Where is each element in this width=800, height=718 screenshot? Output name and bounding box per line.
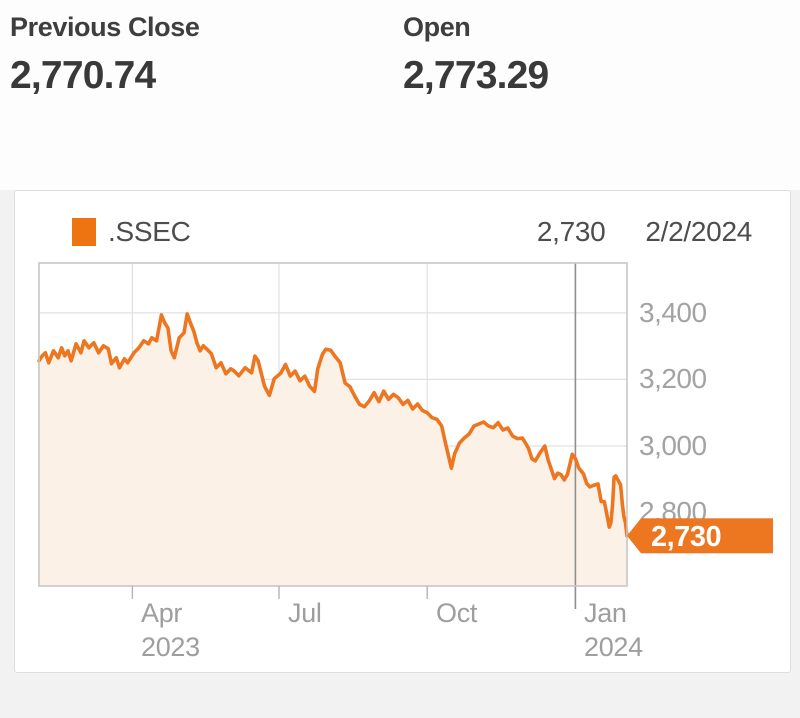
x-axis-month-label: Oct xyxy=(436,598,478,628)
price-line xyxy=(37,312,629,538)
x-axis-month-label: Apr xyxy=(141,598,183,628)
last-price-readout: 2,730 xyxy=(536,216,606,247)
quote-header: Previous Close 2,770.74 Open 2,773.29 xyxy=(0,0,800,190)
x-axis-month-label: Jul xyxy=(288,598,322,628)
series-symbol-label: .SSEC xyxy=(108,216,191,247)
price-chart-plot-area[interactable]: 2,730 3,400 3,200 3,000 2,800 Apr 2023 Jul Oct Ja… xyxy=(15,191,790,672)
x-axis-year-label: 2023 xyxy=(141,632,200,662)
price-tag-label: 2,730 xyxy=(651,521,721,553)
last-date-readout: 2/2/2024 xyxy=(645,216,752,247)
price-tag-arrow xyxy=(627,518,641,554)
open-label: Open xyxy=(403,12,471,42)
stat-previous-close: Previous Close 2,770.74 xyxy=(10,12,403,190)
y-axis-label: 3,400 xyxy=(639,297,707,328)
price-area-fill xyxy=(39,313,627,586)
y-axis-label: 3,200 xyxy=(639,363,707,394)
y-axis-label: 3,000 xyxy=(639,430,707,461)
chart-card: .SSEC 2,730 2/2/2024 2,730 3,400 3,200 3,00… xyxy=(14,190,791,673)
chart-section: .SSEC 2,730 2/2/2024 2,730 3,400 3,200 3,00… xyxy=(0,190,800,718)
previous-close-label: Previous Close xyxy=(10,12,200,42)
chart-legend-row: .SSEC 2,730 2/2/2024 xyxy=(72,216,752,247)
plot-border xyxy=(38,262,628,587)
x-axis-month-label: Jan xyxy=(584,598,627,628)
series-color-swatch xyxy=(72,218,96,246)
open-value: 2,773.29 xyxy=(403,54,549,98)
previous-close-value: 2,770.74 xyxy=(10,54,156,98)
x-axis-year-label: 2024 xyxy=(584,632,643,662)
price-tag-body xyxy=(641,518,773,554)
stat-open: Open 2,773.29 xyxy=(403,12,549,190)
price-chart-svg: 2,730 xyxy=(37,262,773,609)
